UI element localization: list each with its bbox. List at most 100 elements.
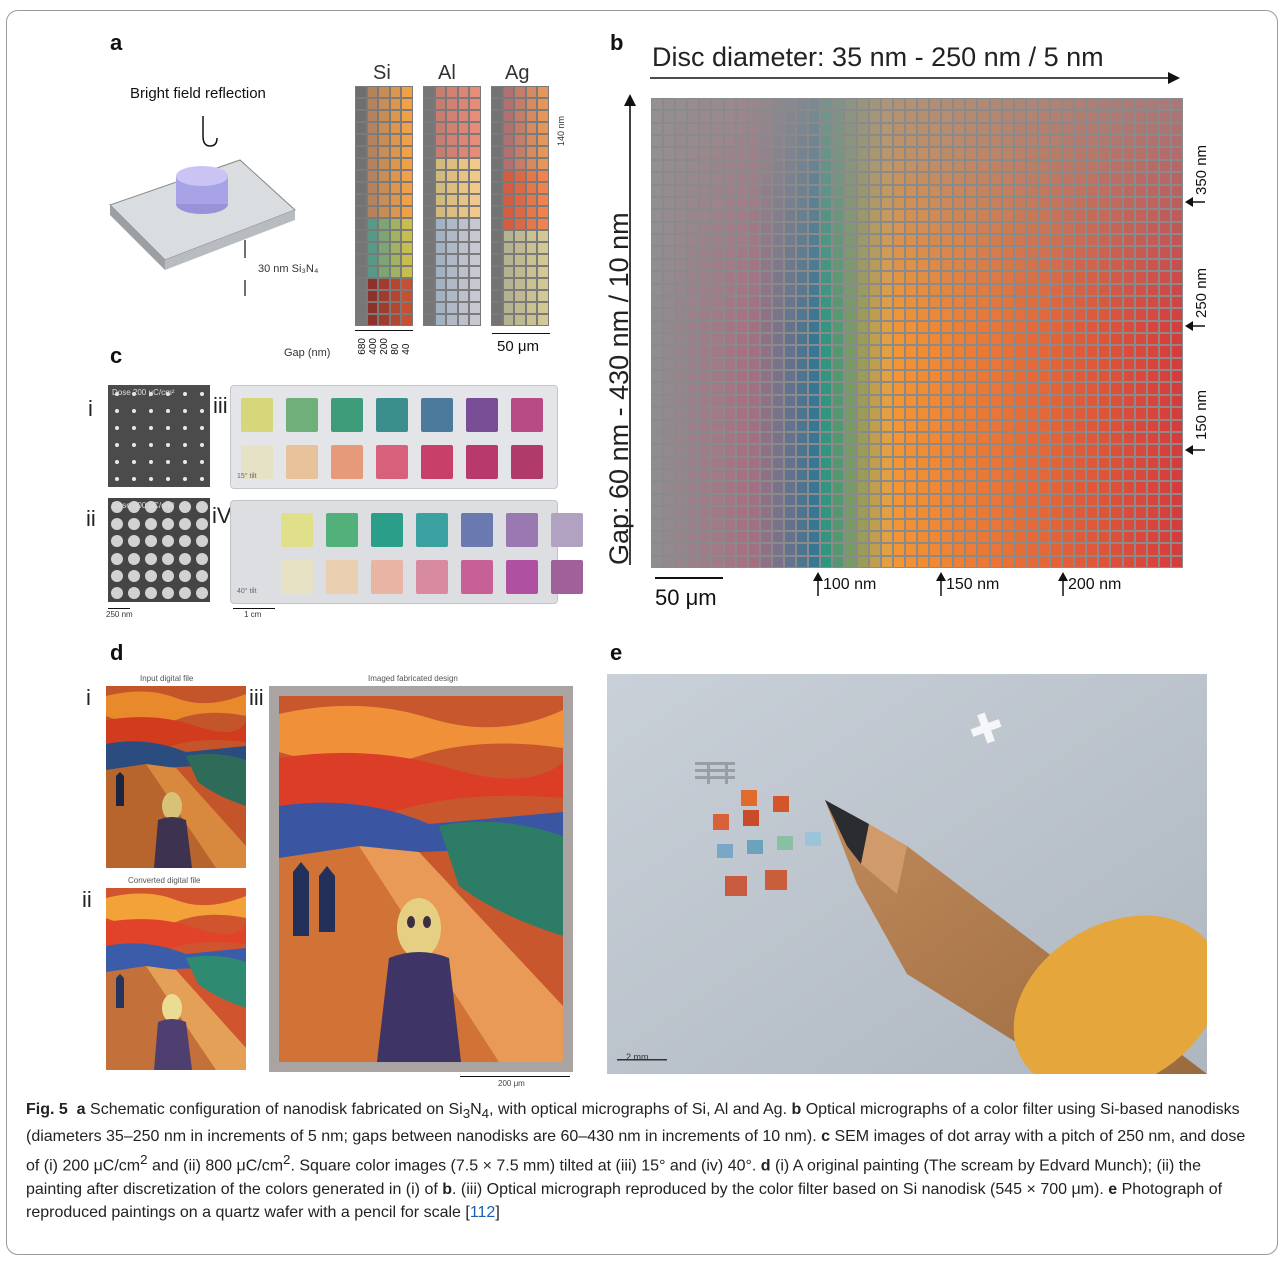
grid-cell <box>760 519 771 530</box>
grid-cell <box>736 123 747 135</box>
grid-cell <box>1099 99 1110 110</box>
grid-cell <box>1014 284 1025 295</box>
grid-cell <box>785 160 796 172</box>
grid-cell <box>1038 197 1049 209</box>
grid-cell <box>1026 445 1037 456</box>
grid-cell <box>503 123 514 133</box>
grid-cell <box>857 507 868 518</box>
grid-cell <box>857 173 868 184</box>
grid-cell <box>1135 235 1146 246</box>
grid-cell <box>724 185 735 196</box>
grid-cell <box>367 147 378 157</box>
reference-link[interactable]: 112 <box>469 1203 496 1221</box>
grid-cell <box>458 159 469 169</box>
grid-cell <box>869 371 880 382</box>
grid-cell <box>1014 519 1025 530</box>
grid-cell <box>748 482 759 493</box>
grid-cell <box>797 432 808 444</box>
grid-cell <box>966 309 977 320</box>
grid-cell <box>1147 173 1158 184</box>
grid-cell <box>1063 371 1074 382</box>
grid-cell <box>1123 309 1134 320</box>
grid-cell <box>515 159 525 169</box>
grid-cell <box>954 544 965 555</box>
grid-cell <box>724 123 735 135</box>
grid-cell <box>470 291 480 301</box>
grid-cell <box>1014 544 1025 555</box>
grid-cell <box>492 99 502 109</box>
grid-cell <box>1002 334 1013 345</box>
grid-cell <box>1099 136 1110 147</box>
grid-cell <box>905 173 916 184</box>
grid-cell <box>470 267 480 277</box>
grid-cell <box>435 147 446 157</box>
sem-dot <box>131 425 136 430</box>
grid-cell <box>797 408 808 419</box>
grid-cell <box>700 111 711 122</box>
grid-cell <box>390 267 401 277</box>
grid-cell <box>1002 445 1013 456</box>
grid-cell <box>1087 210 1098 221</box>
grid-cell <box>515 183 525 193</box>
caption-c-text2: and (ii) 800 μC/cm <box>147 1157 284 1175</box>
grid-cell <box>1063 432 1074 444</box>
grid-cell <box>942 173 953 184</box>
grid-cell <box>942 272 953 283</box>
grid-cell <box>918 408 929 419</box>
grid-cell <box>712 185 723 196</box>
grid-cell <box>688 470 699 481</box>
grid-cell <box>1111 111 1122 122</box>
grid-cell <box>1087 445 1098 456</box>
grid-cell <box>1002 247 1013 258</box>
grid-cell <box>1002 420 1013 431</box>
grid-cell <box>942 544 953 555</box>
grid-cell <box>1099 123 1110 135</box>
grid-cell <box>966 544 977 555</box>
grid-cell <box>1026 99 1037 110</box>
grid-cell <box>1147 309 1158 320</box>
sem-dot <box>178 518 191 530</box>
grid-cell <box>785 383 796 394</box>
grid-cell <box>1147 507 1158 518</box>
grid-cell <box>1111 494 1122 506</box>
grid-cell <box>1014 507 1025 518</box>
grid-cell <box>676 148 687 159</box>
grid-cell <box>760 507 771 518</box>
grid-cell <box>1026 210 1037 221</box>
grid-cell <box>881 482 892 493</box>
grid-cell <box>748 346 759 357</box>
grid-cell <box>1147 160 1158 172</box>
grid-cell <box>833 222 844 234</box>
grid-cell <box>724 173 735 184</box>
grid-cell <box>881 334 892 345</box>
grid-cell <box>526 171 537 181</box>
grid-cell <box>785 259 796 271</box>
top-axis-arrow <box>650 72 1180 84</box>
grid-cell <box>688 197 699 209</box>
grid-cell <box>492 231 502 241</box>
grid-cell <box>821 321 832 332</box>
grid-cell <box>954 136 965 147</box>
grid-cell <box>1075 148 1086 159</box>
grid-cell <box>845 482 856 493</box>
grid-cell <box>797 544 808 555</box>
color-swatch <box>551 513 583 547</box>
grid-cell <box>435 243 446 253</box>
grid-cell <box>1159 148 1170 159</box>
grid-cell <box>1147 531 1158 543</box>
grid-cell <box>918 321 929 332</box>
grid-cell <box>760 296 771 308</box>
grid-cell <box>748 185 759 196</box>
grid-cell <box>1159 136 1170 147</box>
grid-cell <box>942 432 953 444</box>
grid-cell <box>809 136 820 147</box>
grid-cell <box>688 235 699 246</box>
grid-cell <box>893 136 904 147</box>
grid-cell <box>435 195 446 205</box>
grid-cell <box>1171 210 1182 221</box>
grid-cell <box>712 160 723 172</box>
grid-cell <box>905 296 916 308</box>
grid-cell <box>821 136 832 147</box>
grid-cell <box>447 303 457 313</box>
grid-cell <box>1026 371 1037 382</box>
